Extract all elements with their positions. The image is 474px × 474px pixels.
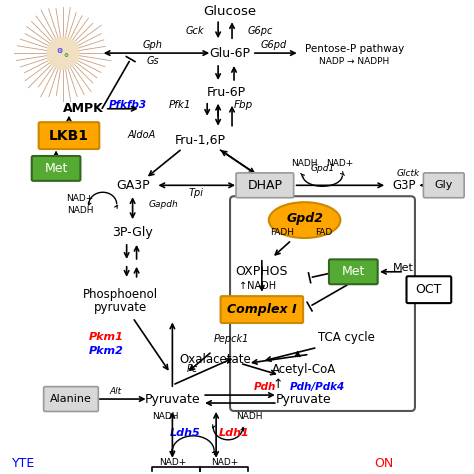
- Text: Pc: Pc: [186, 364, 198, 374]
- Text: Pyruvate: Pyruvate: [276, 392, 331, 406]
- Text: ⚙: ⚙: [56, 48, 62, 54]
- Text: Ldh5: Ldh5: [170, 428, 201, 438]
- Text: YTE: YTE: [12, 457, 35, 470]
- Text: Acetyl-CoA: Acetyl-CoA: [272, 363, 336, 376]
- Circle shape: [47, 37, 79, 69]
- Text: OCT: OCT: [416, 283, 442, 296]
- FancyBboxPatch shape: [329, 259, 378, 284]
- Ellipse shape: [269, 202, 340, 238]
- Text: AMPK: AMPK: [63, 102, 103, 115]
- Text: NAD+: NAD+: [326, 159, 353, 168]
- Text: Glucose: Glucose: [203, 5, 256, 18]
- Text: G3P: G3P: [392, 179, 416, 192]
- Text: LKB1: LKB1: [49, 128, 89, 143]
- FancyBboxPatch shape: [407, 276, 451, 303]
- Text: NADH: NADH: [236, 412, 263, 421]
- Text: GA3P: GA3P: [116, 179, 149, 192]
- Text: Tpi: Tpi: [189, 188, 204, 198]
- FancyBboxPatch shape: [39, 122, 100, 149]
- Text: Met: Met: [45, 162, 68, 175]
- Text: Gph: Gph: [143, 40, 163, 50]
- Text: ↑NADH: ↑NADH: [239, 281, 276, 291]
- Text: Fbp: Fbp: [234, 100, 253, 110]
- Text: Glu-6P: Glu-6P: [210, 46, 251, 60]
- Text: Gapdh: Gapdh: [148, 200, 178, 209]
- Text: Gly: Gly: [435, 180, 453, 190]
- Text: Pkm2: Pkm2: [89, 346, 124, 356]
- Text: Fru-1,6P: Fru-1,6P: [175, 134, 226, 147]
- Text: NADH: NADH: [152, 412, 178, 421]
- Text: Complex I: Complex I: [227, 303, 297, 316]
- Text: Fru-6P: Fru-6P: [207, 86, 246, 100]
- FancyBboxPatch shape: [236, 173, 294, 198]
- Text: NADH: NADH: [67, 206, 94, 215]
- Text: NAD+: NAD+: [211, 458, 239, 467]
- Text: ⚙: ⚙: [64, 53, 68, 57]
- Text: Pfk1: Pfk1: [168, 100, 191, 110]
- Text: Met: Met: [342, 265, 365, 278]
- Text: ↑: ↑: [273, 378, 283, 391]
- Text: AldoA: AldoA: [127, 129, 155, 140]
- Text: Phosphoenol: Phosphoenol: [83, 288, 158, 301]
- FancyBboxPatch shape: [220, 296, 303, 323]
- Text: Pyruvate: Pyruvate: [145, 392, 200, 406]
- Text: NADH: NADH: [292, 159, 318, 168]
- Text: FADH: FADH: [270, 228, 294, 237]
- Text: NAD+: NAD+: [159, 458, 186, 467]
- Text: Pentose-P pathway: Pentose-P pathway: [305, 44, 404, 54]
- Text: Oxalacetate: Oxalacetate: [179, 353, 251, 366]
- Text: FAD: FAD: [315, 228, 332, 237]
- Text: G6pc: G6pc: [248, 26, 273, 36]
- Text: Gpd2: Gpd2: [286, 211, 323, 225]
- Text: NAD+: NAD+: [66, 194, 94, 203]
- Text: Alt: Alt: [109, 387, 122, 396]
- Text: Gpd1: Gpd1: [310, 164, 335, 173]
- Text: ON: ON: [374, 457, 394, 470]
- Text: Met: Met: [393, 263, 414, 273]
- Text: Glctk: Glctk: [397, 169, 420, 178]
- Text: 3P-Gly: 3P-Gly: [112, 226, 153, 238]
- Text: Pfkfb3: Pfkfb3: [109, 100, 147, 110]
- FancyBboxPatch shape: [44, 387, 98, 411]
- Text: G6pd: G6pd: [261, 40, 287, 50]
- Text: Pdh: Pdh: [254, 382, 276, 392]
- Text: Gs: Gs: [146, 56, 159, 66]
- Text: NADP → NADPH: NADP → NADPH: [319, 56, 390, 65]
- Text: Pdh/Pdk4: Pdh/Pdk4: [290, 382, 345, 392]
- Text: Pepck1: Pepck1: [214, 334, 249, 345]
- Text: Ldh1: Ldh1: [219, 428, 249, 438]
- Text: Alanine: Alanine: [50, 394, 92, 404]
- Text: TCA cycle: TCA cycle: [318, 331, 374, 344]
- FancyBboxPatch shape: [423, 173, 464, 198]
- FancyBboxPatch shape: [32, 156, 81, 181]
- Text: DHAP: DHAP: [247, 179, 283, 192]
- Text: Gck: Gck: [186, 26, 204, 36]
- Text: Pkm1: Pkm1: [89, 332, 124, 342]
- Text: pyruvate: pyruvate: [94, 301, 147, 314]
- Text: OXPHOS: OXPHOS: [236, 265, 288, 278]
